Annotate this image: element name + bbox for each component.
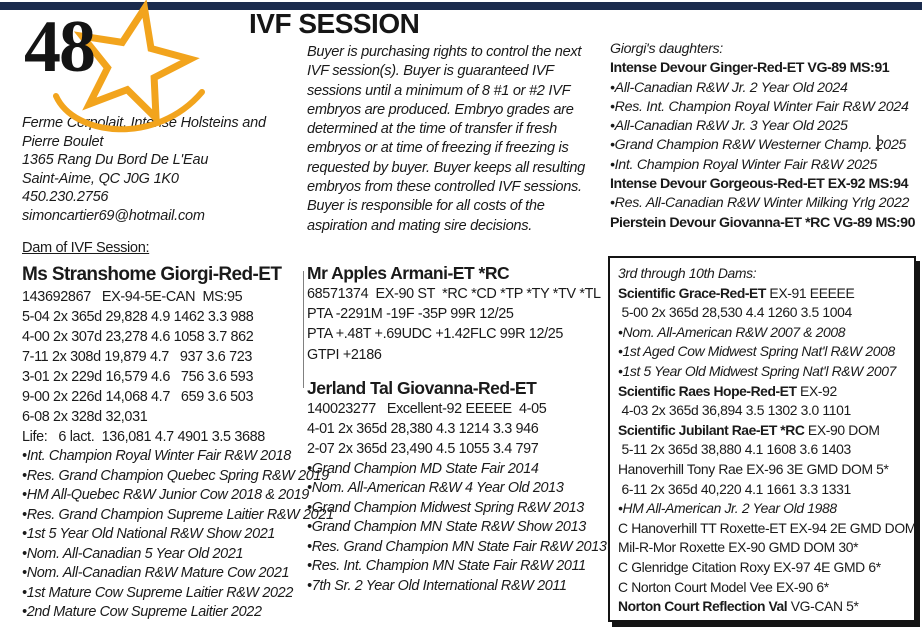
dams-box-heading: 3rd through 10th Dams: <box>618 265 757 281</box>
second-dam-id-line: 140023277 Excellent-92 EEEEE 4-05 <box>307 401 547 417</box>
sire-id-line: 68571374 EX-90 ST *RC *CD *TP *TY *TV *T… <box>307 286 601 302</box>
award-item: •1st Mature Cow Supreme Laitier R&W 2022 <box>22 584 293 601</box>
lactation-record: 4-03 2x 365d 36,894 3.5 1302 3.0 1101 <box>618 402 852 419</box>
extended-dams-box: 3rd through 10th Dams: Scientific Grace-… <box>608 256 916 622</box>
award-item: •Grand Champion Midwest Spring R&W 2013 <box>307 499 584 516</box>
lactation-record: 2-07 2x 365d 23,490 4.5 1055 3.4 797 <box>307 441 539 458</box>
award-item: •Res. All-Canadian R&W Winter Milking Yr… <box>610 195 910 212</box>
consignor-phone: 450.230.2756 <box>22 189 109 206</box>
star-icon <box>52 0 212 160</box>
lactation-record: 9-00 2x 226d 14,068 4.7 659 3.6 503 <box>22 389 254 405</box>
consignor-email: simoncartier69@hotmail.com <box>22 207 205 224</box>
text-cursor <box>877 135 879 151</box>
award-item: •Nom. All-Canadian 5 Year Old 2021 <box>22 545 244 562</box>
consignor-line: Pierre Boulet <box>22 133 104 150</box>
sire-name: Mr Apples Armani-ET *RC <box>307 263 510 283</box>
sire-pta-line: PTA -2291M -19F -35P 99R 12/25 <box>307 306 514 323</box>
award-item: •HM All-American Jr. 2 Year Old 1988 <box>618 500 837 517</box>
dam-line: Hanoverhill Tony Rae EX-96 3E GMD DOM 5* <box>618 460 889 477</box>
daughters-block: Giorgi's daughters: Intense Devour Ginge… <box>610 40 920 233</box>
column-divider-line <box>303 271 304 388</box>
daughter-name: Pierstein Devour Giovanna-ET *RC VG-89 M… <box>610 214 916 231</box>
award-item: •Grand Champion MN State R&W Show 2013 <box>307 519 586 536</box>
award-item: •Nom. All-American R&W 2007 & 2008 <box>618 323 846 340</box>
lactation-record: 7-11 2x 308d 19,879 4.7 937 3.6 723 <box>22 349 253 365</box>
lot-number: 48 <box>24 6 96 88</box>
dam-line: Scientific Grace-Red-ET EX-91 EEEEE <box>618 284 855 301</box>
dam-name: Ms Stranshome Giorgi-Red-ET <box>22 264 282 285</box>
award-item: •All-Canadian R&W Jr. 3 Year Old 2025 <box>610 118 848 135</box>
daughters-heading: Giorgi's daughters: <box>610 41 723 57</box>
second-dam-name: Jerland Tal Giovanna-Red-ET <box>307 378 537 398</box>
dam-section-heading: Dam of IVF Session: <box>22 240 150 256</box>
consignor-line: 1365 Rang Du Bord De L'Eau <box>22 152 209 169</box>
award-item: •Res. Grand Champion Quebec Spring R&W 2… <box>22 467 329 484</box>
second-dam-section: Jerland Tal Giovanna-Red-ET 140023277 Ex… <box>307 377 607 596</box>
top-divider-bar <box>0 2 922 10</box>
award-item: •Res. Int. Champion Royal Winter Fair R&… <box>610 98 909 115</box>
lifetime-record: Life: 6 lact. 136,081 4.7 4901 3.5 3688 <box>22 429 265 445</box>
daughter-name: Intense Devour Gorgeous-Red-ET EX-92 MS:… <box>610 176 909 193</box>
lactation-record: 3-01 2x 229d 16,579 4.6 756 3.6 593 <box>22 369 254 385</box>
dam-line: Scientific Raes Hope-Red-ET EX-92 <box>618 382 837 399</box>
award-item: •HM All-Quebec R&W Junior Cow 2018 & 201… <box>22 487 309 503</box>
dam-line: Scientific Jubilant Rae-ET *RC EX-90 DOM <box>618 421 880 438</box>
lactation-record: 4-01 2x 365d 28,380 4.3 1214 3.3 946 <box>307 421 539 438</box>
award-item: •7th Sr. 2 Year Old International R&W 20… <box>307 577 567 594</box>
award-item: •1st Aged Cow Midwest Spring Nat'l R&W 2… <box>618 343 895 360</box>
dam-line: C Hanoverhill TT Roxette-ET EX-94 2E GMD… <box>618 519 916 536</box>
page-title: IVF SESSION <box>249 8 420 39</box>
award-item: •Res. Int. Champion MN State Fair R&W 20… <box>307 558 586 575</box>
award-item: •Grand Champion R&W Westerner Champ. 202… <box>610 137 906 154</box>
award-item: •2nd Mature Cow Supreme Laitier 2022 <box>22 604 262 620</box>
dam-section: Dam of IVF Session: Ms Stranshome Giorgi… <box>22 238 334 623</box>
dam-line: C Glenridge Citation Roxy EX-97 4E GMD 6… <box>618 558 881 575</box>
lactation-record: 5-11 2x 365d 38,880 4.1 1608 3.6 1403 <box>618 441 852 458</box>
dam-line: C Norton Court Model Vee EX-90 6* <box>618 578 829 595</box>
award-item: •Int. Champion Royal Winter Fair R&W 202… <box>610 156 877 173</box>
dam-line: Mil-R-Mor Roxette EX-90 GMD DOM 30* <box>618 539 859 556</box>
award-item: •Res. Grand Champion MN State Fair R&W 2… <box>307 538 607 555</box>
lactation-record: 6-08 2x 328d 32,031 <box>22 409 148 425</box>
award-item: •Grand Champion MD State Fair 2014 <box>307 460 539 477</box>
sire-gtpi-line: GTPI +2186 <box>307 346 382 363</box>
award-item: •Res. Grand Champion Supreme Laitier R&W… <box>22 506 334 523</box>
dam-id-line: 143692867 EX-94-5E-CAN MS:95 <box>22 289 243 305</box>
award-item: •Nom. All-American R&W 4 Year Old 2013 <box>307 480 564 497</box>
award-item: •Nom. All-Canadian R&W Mature Cow 2021 <box>22 565 290 581</box>
lactation-record: 5-00 2x 365d 28,530 4.4 1260 3.5 1004 <box>618 304 853 321</box>
dam-line: Norton Court Reflection Val VG-CAN 5* <box>618 598 859 615</box>
award-item: •1st 5 Year Old National R&W Show 2021 <box>22 526 276 542</box>
daughter-name: Intense Devour Ginger-Red-ET VG-89 MS:91 <box>610 60 890 77</box>
consignor-block: Ferme Cerpolait, Intense Holsteins and P… <box>22 114 292 226</box>
sire-pta-line: PTA +.48T +.69UDC +1.42FLC 99R 12/25 <box>307 326 564 343</box>
award-item: •1st 5 Year Old Midwest Spring Nat'l R&W… <box>618 362 896 379</box>
sale-terms-paragraph: Buyer is purchasing rights to control th… <box>307 44 585 234</box>
lactation-record: 6-11 2x 365d 40,220 4.1 1661 3.3 1331 <box>618 480 852 497</box>
sire-section: Mr Apples Armani-ET *RC 68571374 EX-90 S… <box>307 262 602 365</box>
consignor-line: Saint-Aime, QC J0G 1K0 <box>22 170 179 187</box>
lactation-record: 5-04 2x 365d 29,828 4.9 1462 3.3 988 <box>22 309 254 325</box>
award-item: •Int. Champion Royal Winter Fair R&W 201… <box>22 448 291 464</box>
award-item: •All-Canadian R&W Jr. 2 Year Old 2024 <box>610 79 848 96</box>
lactation-record: 4-00 2x 307d 23,278 4.6 1058 3.7 862 <box>22 329 254 345</box>
